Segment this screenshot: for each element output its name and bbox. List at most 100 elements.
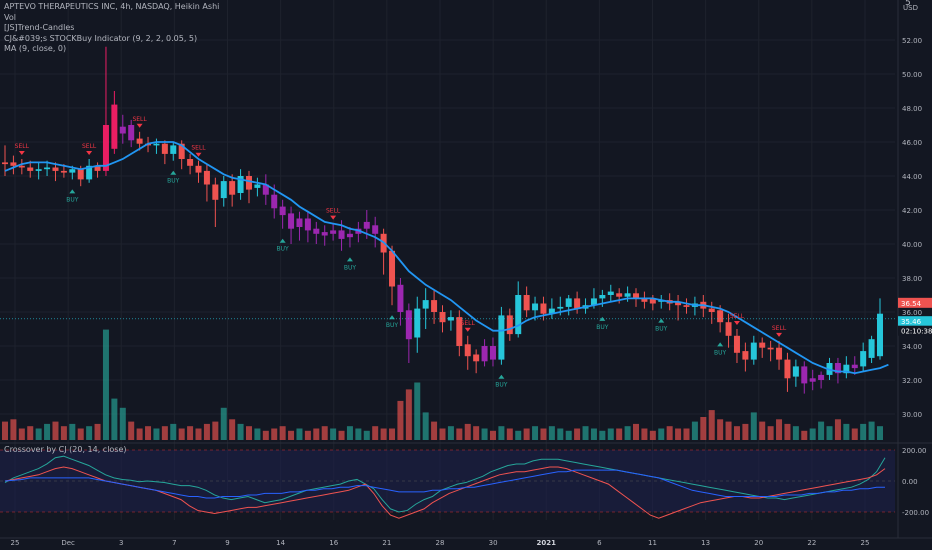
candle-body	[321, 232, 328, 236]
candle-body	[784, 359, 791, 379]
volume-bar	[35, 428, 42, 440]
candle-body	[69, 169, 76, 173]
candle-body	[649, 298, 656, 304]
volume-bar	[279, 426, 286, 440]
candle-body	[431, 300, 438, 312]
buy-label: BUY	[495, 382, 508, 389]
buy-label: BUY	[66, 196, 79, 203]
buy-label: BUY	[386, 322, 399, 329]
volume-bar	[532, 426, 539, 440]
candle-body	[212, 184, 219, 200]
volume-bar	[237, 423, 244, 440]
time-tick-label: 13	[701, 539, 710, 547]
sell-arrow	[464, 327, 471, 332]
price-tick-label: 30.00	[902, 411, 922, 419]
candle-body	[456, 317, 463, 346]
volume-bar	[498, 426, 505, 440]
legend-title: APTEVO THERAPEUTICS INC, 4h, NASDAQ, Hei…	[4, 2, 220, 11]
candle-body	[708, 308, 715, 312]
volume-bar	[330, 428, 337, 440]
volume-bar	[700, 417, 707, 440]
sell-label: SELL	[730, 313, 745, 320]
sell-arrow	[136, 123, 143, 128]
candle-body	[792, 366, 799, 377]
candle-body	[170, 145, 177, 154]
candle-body	[759, 342, 766, 348]
volume-bar	[212, 421, 219, 440]
candle-body	[296, 218, 303, 227]
volume-bar	[523, 428, 530, 440]
volume-bar	[262, 430, 269, 440]
sell-label: SELL	[461, 320, 476, 327]
volume-bar	[691, 421, 698, 440]
volume-bar	[77, 428, 84, 440]
volume-bar	[776, 419, 783, 440]
candle-body	[473, 354, 480, 362]
volume-bar	[784, 423, 791, 440]
volume-bar	[792, 426, 799, 440]
candle-body	[464, 344, 471, 357]
sell-label: SELL	[15, 143, 30, 150]
volume-bar	[515, 430, 522, 440]
candle-body	[389, 250, 396, 287]
volume-bar	[128, 421, 135, 440]
candle-body	[111, 104, 118, 149]
time-tick-label: 22	[807, 539, 816, 547]
candle-body	[60, 170, 67, 173]
candle-body	[590, 298, 597, 306]
candle-body	[548, 308, 555, 314]
volume-bar	[649, 430, 656, 440]
oscillator-line	[4, 469, 885, 499]
pane-number: 5	[905, 0, 911, 8]
candle-body	[363, 221, 370, 229]
candle-body	[279, 206, 286, 216]
volume-bar	[431, 421, 438, 440]
last-price-tag-bg	[898, 297, 932, 308]
volume-bar	[489, 430, 496, 440]
volume-bar	[321, 426, 328, 440]
sell-label: SELL	[132, 116, 147, 123]
candle-body	[52, 167, 59, 171]
volume-bar	[717, 419, 724, 440]
volume-bar	[136, 428, 143, 440]
candle-body	[439, 312, 446, 323]
price-tick-label: 50.00	[902, 71, 922, 79]
volume-bar	[203, 423, 210, 440]
volume-bar	[826, 426, 833, 440]
volume-bar	[94, 423, 101, 440]
candle-body	[733, 335, 740, 353]
time-tick-label: 30	[489, 539, 498, 547]
candle-body	[237, 176, 244, 193]
candle-body	[750, 342, 757, 360]
candle-body	[44, 167, 51, 170]
candle-body	[498, 315, 505, 360]
candle-body	[481, 346, 488, 362]
buy-label: BUY	[277, 246, 290, 253]
price-tick-label: 42.00	[902, 207, 922, 215]
candle-body	[834, 363, 841, 374]
volume-bar	[102, 329, 109, 440]
candle-body	[557, 306, 564, 309]
volume-bar	[708, 410, 715, 440]
candle-body	[161, 143, 168, 154]
candle-body	[523, 295, 530, 311]
volume-bar	[540, 428, 547, 440]
candle-body	[868, 339, 875, 358]
volume-bar	[574, 428, 581, 440]
candle-body	[801, 366, 808, 384]
volume-bar	[187, 426, 194, 440]
volume-bar	[464, 423, 471, 440]
candle-body	[405, 310, 412, 340]
volume-bar	[69, 423, 76, 440]
candle-body	[540, 303, 547, 314]
price-tick-label: 52.00	[902, 37, 922, 45]
candle-body	[35, 169, 42, 171]
volume-bar	[178, 428, 185, 440]
time-tick-label: 25	[11, 539, 20, 547]
volume-bar	[658, 428, 665, 440]
volume-bar	[616, 428, 623, 440]
candle-body	[860, 351, 867, 367]
volume-bar	[641, 428, 648, 440]
volume-bar	[271, 428, 278, 440]
